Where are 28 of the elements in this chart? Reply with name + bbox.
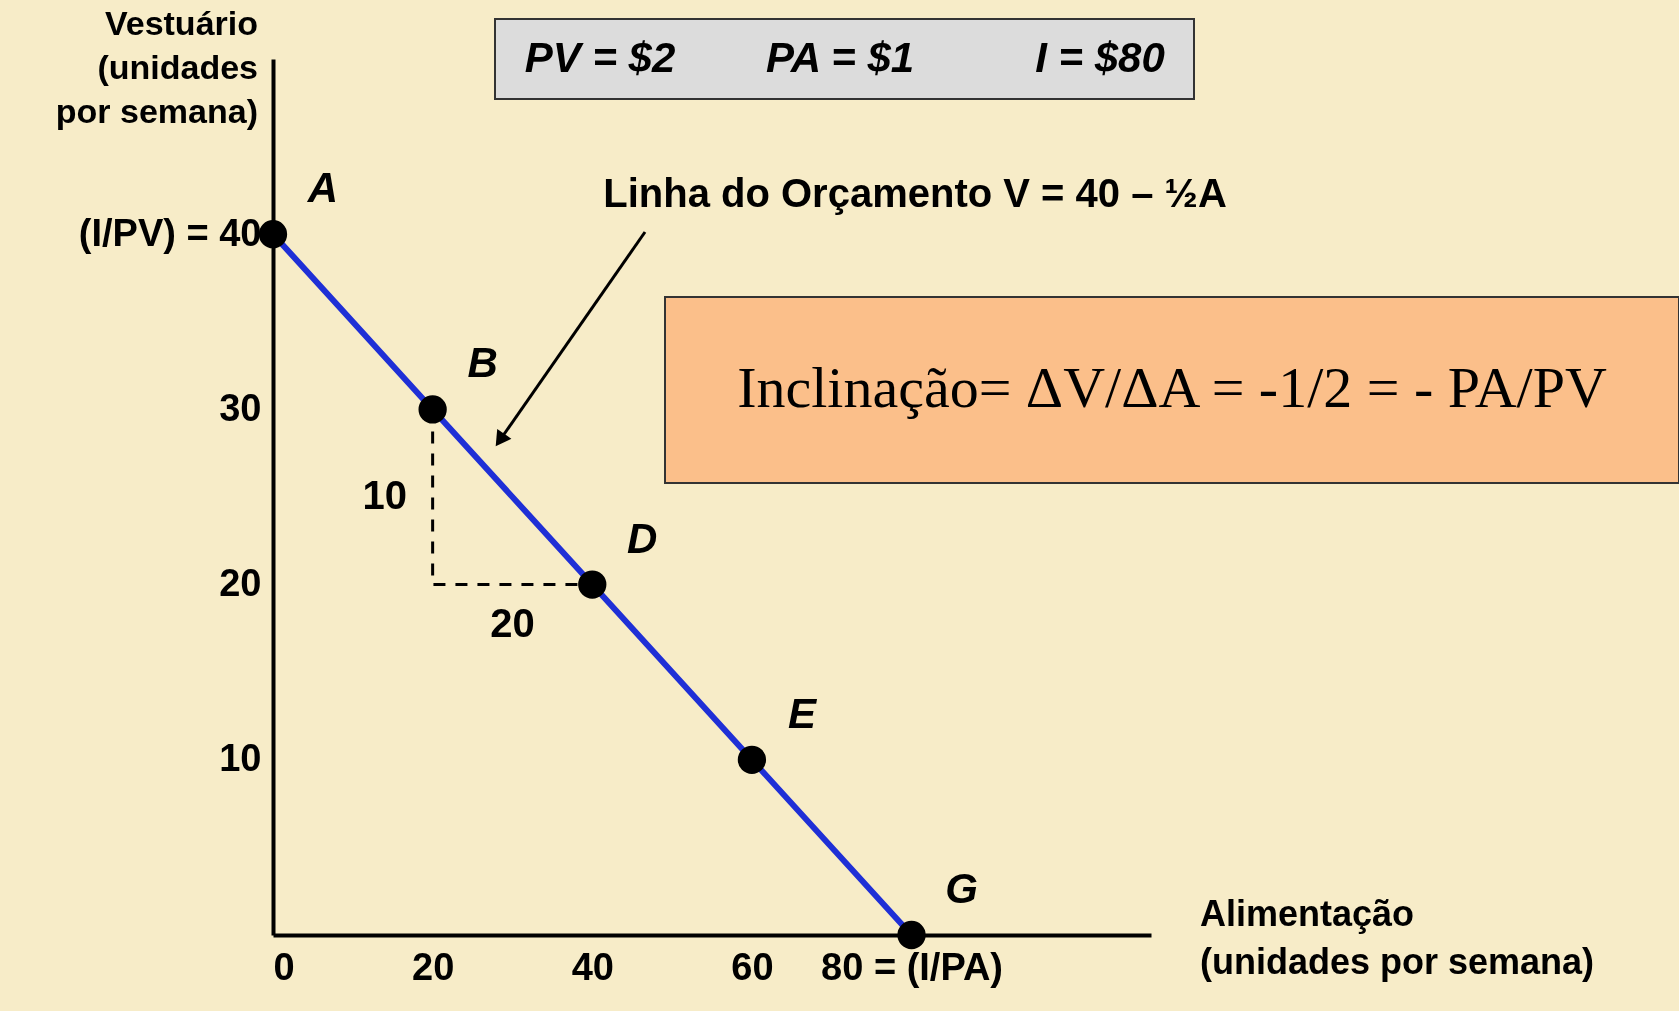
annotation: G — [945, 865, 978, 912]
point — [258, 220, 288, 249]
point — [578, 570, 607, 599]
x-tick-label: 80 = (I/PA) — [821, 945, 1004, 988]
y-tick-label: 20 — [219, 562, 262, 605]
annotation: Inclinação= ΔV/ΔA = -1/2 = - PA/PV — [737, 355, 1607, 420]
annotation: Linha do Orçamento V = 40 – ½A — [603, 171, 1227, 215]
annotation: PV = $2 — [524, 34, 676, 81]
x-tick-label: 20 — [412, 945, 455, 988]
y-tick-label: 30 — [219, 386, 262, 429]
annotation: 20 — [490, 600, 535, 645]
point — [897, 920, 926, 950]
x-tick-label: 40 — [571, 945, 614, 988]
x-tick-label: 60 — [731, 945, 774, 988]
x-tick-label: 0 — [273, 945, 295, 988]
annotation: A — [306, 164, 339, 212]
point — [737, 745, 767, 774]
annotation: B — [467, 339, 498, 387]
y-axis-title: Vestuário (unidades por semana) — [55, 4, 258, 130]
point — [418, 395, 447, 424]
annotation: I = $80 — [1035, 34, 1165, 81]
x-axis-title: Alimentação (unidades por semana) — [1200, 893, 1595, 982]
y-tick-label: 10 — [219, 737, 262, 780]
annotation: 10 — [362, 473, 407, 517]
y-tick-label: (I/PV) = 40 — [78, 211, 262, 254]
annotation: PA = $1 — [765, 34, 915, 81]
annotation: D — [627, 514, 658, 562]
annotation: E — [787, 689, 818, 737]
